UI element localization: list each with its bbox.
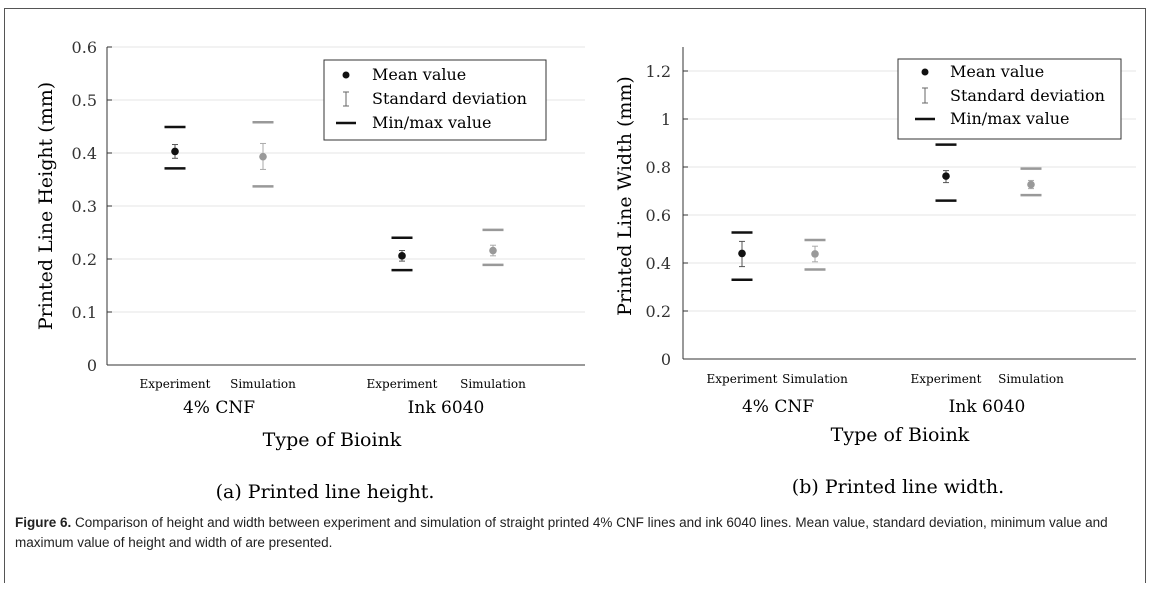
- mean-point: [738, 249, 746, 258]
- chart-b: 0 0.2 0.4 0.6 0.8 1 1.2 Printed Line Width (mm…: [614, 47, 1136, 498]
- y-tick-label: 0.1: [72, 303, 97, 322]
- y-tick-label: 1: [661, 110, 671, 129]
- marks-b: [731, 143, 1042, 282]
- x-axis-label-a: Type of Bioink: [263, 429, 402, 451]
- y-tick-label: 0.6: [72, 38, 97, 57]
- y-tick-label: 0.8: [646, 158, 671, 177]
- figure-frame: [4, 8, 1146, 583]
- group-label-b-1: Ink 6040: [949, 397, 1026, 417]
- y-tick-label: 0.3: [72, 197, 97, 216]
- legend-mean-marker-b: [921, 68, 929, 76]
- category-label-a-0: Experiment: [140, 377, 211, 391]
- marks-a: [164, 121, 504, 272]
- mean-point: [1027, 180, 1035, 189]
- category-label-b-2: Experiment: [911, 372, 982, 386]
- group-label-a-1: Ink 6040: [408, 398, 485, 418]
- y-tick-label: 0.2: [646, 302, 671, 321]
- category-label-b-3: Simulation: [998, 372, 1064, 386]
- legend-minmax-label-b: Min/max value: [950, 109, 1069, 128]
- mean-point: [942, 172, 950, 180]
- group-label-b-0: 4% CNF: [742, 397, 814, 417]
- category-label-a-3: Simulation: [460, 377, 526, 391]
- group-label-a-0: 4% CNF: [183, 398, 255, 418]
- y-tick-label: 0.5: [72, 91, 97, 110]
- y-tick-label: 0: [661, 350, 671, 369]
- figure-caption-label: Figure 6.: [15, 515, 72, 530]
- mean-point: [489, 246, 497, 255]
- legend-mean-marker-a: [342, 71, 350, 79]
- legend-minmax-label-a: Min/max value: [372, 113, 491, 132]
- category-label-b-1: Simulation: [782, 372, 848, 386]
- category-label-a-1: Simulation: [230, 377, 296, 391]
- legend-b: Mean value Standard deviation Min/max va…: [897, 58, 1122, 140]
- chart-a: 0 0.1 0.2 0.3 0.4 0.5 0.6 Printed Line Height …: [35, 38, 585, 503]
- figure-caption: Figure 6. Comparison of height and width…: [15, 513, 1135, 553]
- legend-mean-label-a: Mean value: [372, 65, 466, 84]
- category-label-b-0: Experiment: [707, 372, 778, 386]
- y-ticks-a: 0 0.1 0.2 0.3 0.4 0.5 0.6: [72, 38, 585, 375]
- legend-std-label-b: Standard deviation: [950, 86, 1105, 105]
- legend-std-label-a: Standard deviation: [372, 89, 527, 108]
- y-tick-label: 0: [87, 356, 97, 375]
- subcaption-b: (b) Printed line width.: [792, 476, 1004, 498]
- legend-a: Mean value Standard deviation Min/max va…: [323, 59, 547, 141]
- y-ticks-b: 0 0.2 0.4 0.6 0.8 1 1.2: [646, 62, 1136, 369]
- y-tick-label: 0.2: [72, 250, 97, 269]
- mean-point: [398, 252, 406, 260]
- y-axis-label-a: Printed Line Height (mm): [35, 82, 57, 330]
- subcaption-a: (a) Printed line height.: [216, 481, 435, 503]
- y-tick-label: 0.6: [646, 206, 671, 225]
- figure-svg: 0 0.1 0.2 0.3 0.4 0.5 0.6 Printed Line Height …: [35, 38, 1136, 503]
- figure-caption-text: Comparison of height and width between e…: [15, 515, 1108, 550]
- x-axis-label-b: Type of Bioink: [831, 424, 970, 446]
- y-tick-label: 1.2: [646, 62, 671, 81]
- y-tick-label: 0.4: [72, 144, 97, 163]
- mean-point: [811, 250, 819, 258]
- category-label-a-2: Experiment: [367, 377, 438, 391]
- y-tick-label: 0.4: [646, 254, 671, 273]
- y-axis-label-b: Printed Line Width (mm): [614, 76, 636, 316]
- mean-point: [259, 152, 267, 161]
- mean-point: [171, 147, 179, 156]
- legend-mean-label-b: Mean value: [950, 62, 1044, 81]
